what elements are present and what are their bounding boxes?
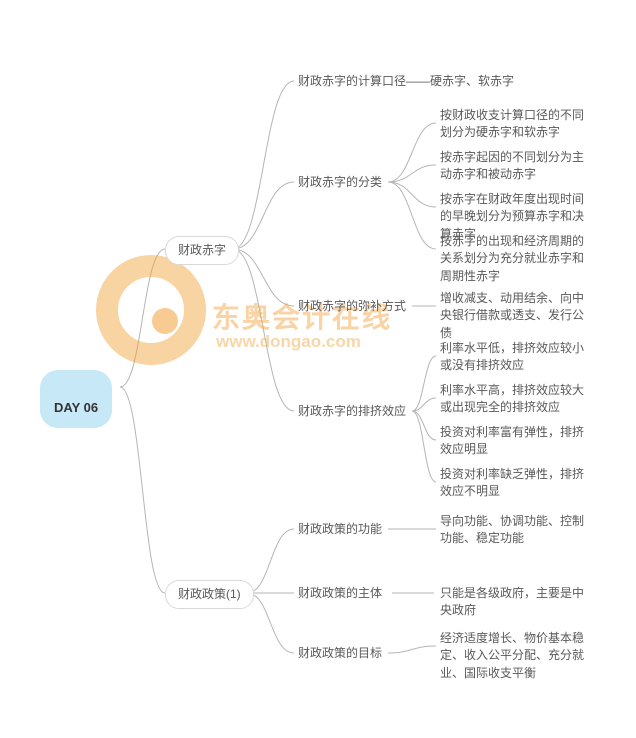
leaf-node: 按赤字起因的不同划分为主动赤字和被动赤字 xyxy=(440,149,590,184)
root-node: DAY 06 xyxy=(40,370,112,428)
topic-node: 财政政策的目标 xyxy=(298,645,382,662)
branch-node: 财政赤字 xyxy=(165,236,239,265)
leaf-node: 投资对利率富有弹性，排挤效应明显 xyxy=(440,424,590,459)
topic-node: 财政赤字的分类 xyxy=(298,174,382,191)
leaf-node: 利率水平低，排挤效应较小或没有排挤效应 xyxy=(440,340,590,375)
topic-node: 财政政策的功能 xyxy=(298,521,382,538)
topic-node: 财政赤字的弥补方式 xyxy=(298,298,406,315)
leaf-node: 导向功能、协调功能、控制功能、稳定功能 xyxy=(440,513,590,548)
topic-node: 财政政策的主体 xyxy=(298,585,382,602)
leaf-node: 按赤字的出现和经济周期的关系划分为充分就业赤字和周期性赤字 xyxy=(440,233,590,285)
leaf-node: 增收减支、动用结余、向中央银行借款或透支、发行公债 xyxy=(440,290,590,342)
topic-node: 财政赤字的排挤效应 xyxy=(298,403,406,420)
leaf-node: 经济适度增长、物价基本稳定、收入公平分配、充分就业、国际收支平衡 xyxy=(440,630,590,682)
branch-node: 财政政策(1) xyxy=(165,580,254,609)
leaf-node: 只能是各级政府，主要是中央政府 xyxy=(440,585,590,620)
leaf-node: 投资对利率缺乏弹性，排挤效应不明显 xyxy=(440,466,590,501)
root-label: DAY 06 xyxy=(54,400,98,415)
topic-node: 财政赤字的计算口径——硬赤字、软赤字 xyxy=(298,73,514,90)
leaf-node: 利率水平高，排挤效应较大或出现完全的排挤效应 xyxy=(440,382,590,417)
leaf-node: 按财政收支计算口径的不同划分为硬赤字和软赤字 xyxy=(440,107,590,142)
